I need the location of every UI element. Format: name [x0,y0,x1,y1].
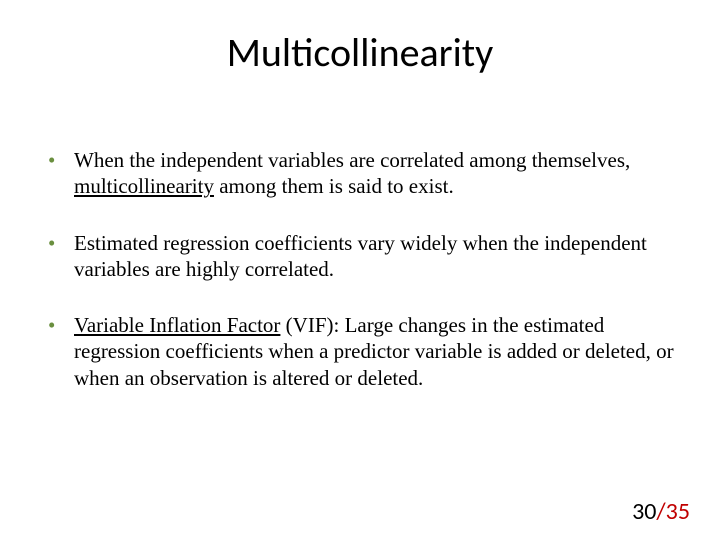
slide-title: Multicollinearity [40,28,680,77]
page-total: 35 [666,497,690,526]
bullet-text-underline: multicollinearity [74,174,214,198]
page-number: 30/35 [632,497,690,526]
bullet-item: Variable Inflation Factor (VIF): Large c… [48,312,680,391]
slide-container: Multicollinearity When the independent v… [0,0,720,540]
bullet-text-underline: Variable Inflation Factor [74,313,280,337]
bullet-item: Estimated regression coefficients vary w… [48,230,680,283]
page-separator: / [656,497,665,526]
bullet-text-pre: When the independent variables are corre… [74,148,630,172]
bullet-list: When the independent variables are corre… [40,147,680,391]
bullet-text-post: among them is said to exist. [214,174,454,198]
page-current: 30 [632,497,656,526]
bullet-item: When the independent variables are corre… [48,147,680,200]
bullet-text-pre: Estimated regression coefficients vary w… [74,231,647,281]
